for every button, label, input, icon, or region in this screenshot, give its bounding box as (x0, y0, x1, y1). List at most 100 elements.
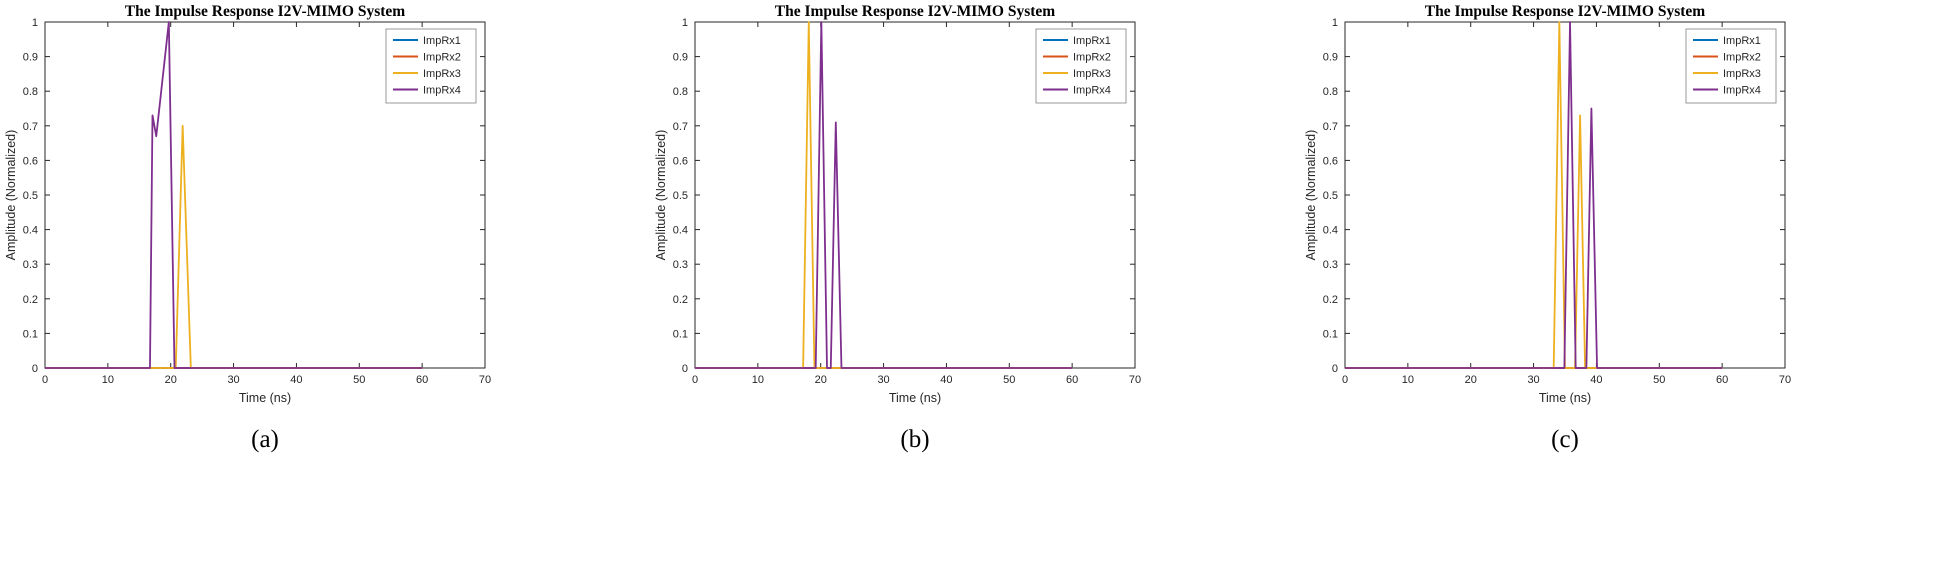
x-tick-label: 50 (1003, 374, 1015, 386)
y-tick-label: 0.5 (673, 190, 688, 202)
x-tick-label: 0 (1342, 374, 1348, 386)
x-tick-label: 40 (940, 374, 952, 386)
x-tick-label: 10 (1402, 374, 1414, 386)
legend-label-ImpRx3: ImpRx3 (1073, 68, 1111, 80)
legend-box (1035, 28, 1127, 104)
x-tick-label: 20 (165, 374, 177, 386)
x-tick-label: 30 (1527, 374, 1539, 386)
subplot-label-a: (a) (251, 426, 279, 453)
series-line-ImpRx3 (1345, 21, 1723, 369)
legend-label-ImpRx2: ImpRx2 (423, 52, 461, 64)
y-tick-label: 0.8 (1323, 86, 1338, 98)
y-tick-label: 0.5 (23, 190, 38, 202)
y-tick-label: 0.9 (23, 52, 38, 64)
x-tick-label: 70 (1779, 374, 1791, 386)
x-tick-label: 50 (353, 374, 365, 386)
y-tick-label: 0.7 (23, 121, 38, 133)
chart-panel-b: 0 10 20 30 40 50 60 70 0 0.1 0.2 0.3 0.4 0.5 0.6 0.7 0.8… (650, 0, 1300, 564)
legend: ImpRx1 ImpRx2 ImpRx3 ImpRx4 (1685, 28, 1777, 104)
plot-canvas-b: 0 10 20 30 40 50 60 70 0 0.1 0.2 0.3 0.4 0.5 0.6 0.7 0.8… (673, 17, 1141, 386)
chart-panel-a: 0 10 20 30 40 50 60 70 0 0.1 0.2 0.3 0.4 0.5 0.6 0.7 0.8… (0, 0, 650, 564)
y-tick-label: 0 (682, 363, 688, 375)
chart-title: The Impulse Response I2V-MIMO System (774, 3, 1056, 20)
x-tick-label: 20 (815, 374, 827, 386)
y-tick-label: 0.1 (673, 328, 688, 340)
legend-label-ImpRx3: ImpRx3 (1723, 68, 1761, 80)
legend-box (1685, 28, 1777, 104)
series-line-ImpRx3 (45, 124, 423, 369)
x-axis-label: Time (ns) (888, 391, 942, 405)
y-tick-label: 0.8 (673, 86, 688, 98)
y-tick-label: 0 (32, 363, 38, 375)
legend-label-ImpRx4: ImpRx4 (423, 85, 461, 97)
plot-canvas-a: 0 10 20 30 40 50 60 70 0 0.1 0.2 0.3 0.4 0.5 0.6 0.7 0.8… (23, 17, 491, 386)
y-tick-label: 0.2 (23, 294, 38, 306)
chart-title: The Impulse Response I2V-MIMO System (1424, 3, 1706, 20)
legend-label-ImpRx4: ImpRx4 (1723, 85, 1761, 97)
series-line-ImpRx3 (695, 21, 1073, 369)
y-tick-label: 0.8 (23, 86, 38, 98)
y-tick-label: 0.4 (23, 225, 38, 237)
x-tick-label: 20 (1465, 374, 1477, 386)
y-tick-label: 0.3 (673, 259, 688, 271)
legend-label-ImpRx1: ImpRx1 (1073, 35, 1111, 47)
x-tick-label: 30 (227, 374, 239, 386)
subplot-label-c: (c) (1551, 426, 1579, 453)
x-tick-label: 60 (1066, 374, 1078, 386)
y-tick-label: 0.3 (23, 259, 38, 271)
legend-label-ImpRx4: ImpRx4 (1073, 85, 1111, 97)
y-tick-label: 0.1 (1323, 328, 1338, 340)
y-tick-label: 1 (682, 17, 688, 29)
legend-label-ImpRx1: ImpRx1 (1723, 35, 1761, 47)
x-axis-label: Time (ns) (1538, 391, 1592, 405)
series-line-ImpRx4 (1345, 21, 1723, 369)
y-tick-label: 0.6 (673, 155, 688, 167)
legend-label-ImpRx2: ImpRx2 (1723, 52, 1761, 64)
y-tick-label: 0.2 (1323, 294, 1338, 306)
chart-title: The Impulse Response I2V-MIMO System (124, 3, 406, 20)
x-tick-label: 30 (877, 374, 889, 386)
y-axis-label: Amplitude (Normalized) (654, 129, 668, 261)
y-tick-label: 0.7 (1323, 121, 1338, 133)
y-tick-label: 0.6 (1323, 155, 1338, 167)
x-tick-label: 70 (479, 374, 491, 386)
y-tick-label: 0.4 (673, 225, 688, 237)
plot-canvas-c: 0 10 20 30 40 50 60 70 0 0.1 0.2 0.3 0.4 0.5 0.6 0.7 0.8… (1323, 17, 1791, 386)
y-tick-label: 0.4 (1323, 225, 1338, 237)
y-tick-label: 0.9 (1323, 52, 1338, 64)
x-tick-label: 0 (42, 374, 48, 386)
series-line-ImpRx4 (45, 21, 423, 369)
x-tick-label: 10 (752, 374, 764, 386)
x-tick-label: 60 (416, 374, 428, 386)
x-tick-label: 60 (1716, 374, 1728, 386)
y-tick-label: 0.2 (673, 294, 688, 306)
x-tick-label: 40 (290, 374, 302, 386)
y-tick-label: 0.6 (23, 155, 38, 167)
legend-box (385, 28, 477, 104)
y-tick-label: 0.5 (1323, 190, 1338, 202)
y-tick-label: 1 (1332, 17, 1338, 29)
x-tick-label: 40 (1590, 374, 1602, 386)
y-axis-label: Amplitude (Normalized) (4, 129, 18, 261)
chart-panel-c: 0 10 20 30 40 50 60 70 0 0.1 0.2 0.3 0.4 0.5 0.6 0.7 0.8… (1300, 0, 1950, 564)
legend-label-ImpRx1: ImpRx1 (423, 35, 461, 47)
y-tick-label: 0.3 (1323, 259, 1338, 271)
legend: ImpRx1 ImpRx2 ImpRx3 ImpRx4 (1035, 28, 1127, 104)
legend: ImpRx1 ImpRx2 ImpRx3 ImpRx4 (385, 28, 477, 104)
x-tick-label: 50 (1653, 374, 1665, 386)
legend-label-ImpRx2: ImpRx2 (1073, 52, 1111, 64)
y-tick-label: 0.1 (23, 328, 38, 340)
subplot-label-b: (b) (900, 426, 930, 453)
x-tick-label: 0 (692, 374, 698, 386)
y-axis-label: Amplitude (Normalized) (1304, 129, 1318, 261)
x-tick-label: 70 (1129, 374, 1141, 386)
y-tick-label: 1 (32, 17, 38, 29)
y-tick-label: 0.9 (673, 52, 688, 64)
y-tick-label: 0.7 (673, 121, 688, 133)
x-tick-label: 10 (102, 374, 114, 386)
legend-label-ImpRx3: ImpRx3 (423, 68, 461, 80)
x-axis-label: Time (ns) (238, 391, 292, 405)
y-tick-label: 0 (1332, 363, 1338, 375)
series-line-ImpRx4 (695, 21, 1073, 369)
